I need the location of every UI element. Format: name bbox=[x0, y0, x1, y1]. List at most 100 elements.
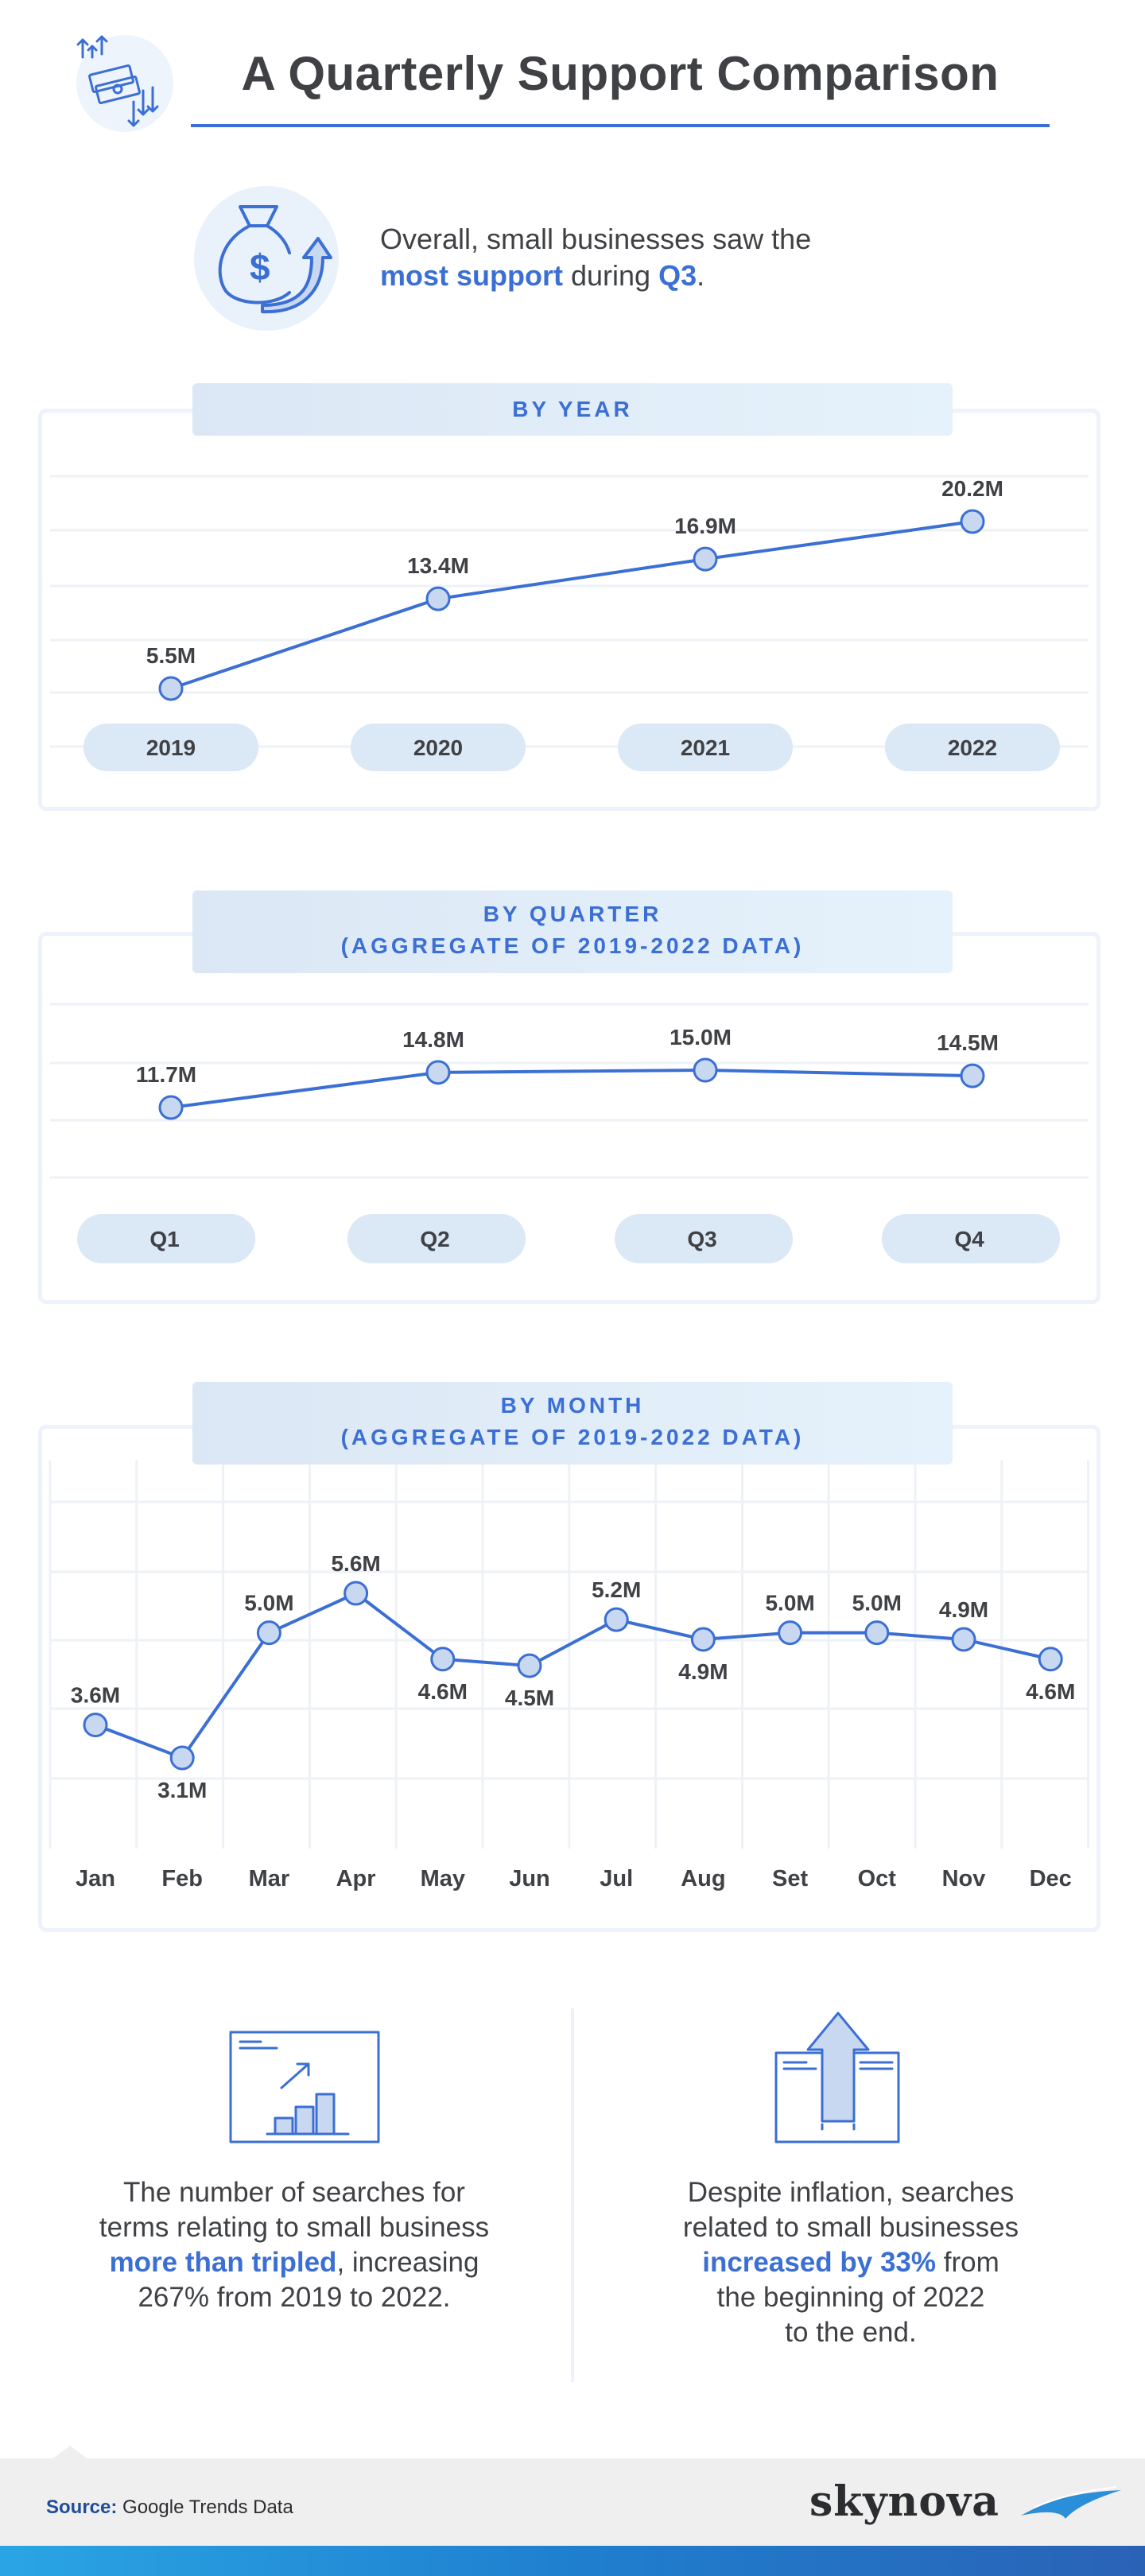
month-value-label: 5.6M bbox=[331, 1551, 380, 1576]
quarter-point-Q3 bbox=[693, 1057, 718, 1083]
money-exchange-icon bbox=[76, 35, 173, 132]
quarter-point-Q4 bbox=[960, 1063, 985, 1088]
intro-connector: during bbox=[563, 259, 659, 292]
stats-divider bbox=[571, 2008, 574, 2382]
year-value-label: 16.9M bbox=[674, 514, 736, 538]
quarter-chart-panel: 11.7M Q1 14.8M Q2 15.0M Q3 14.5M Q4 bbox=[38, 932, 1100, 1304]
stat-tripled-line4: 267% from 2019 to 2022. bbox=[138, 2282, 451, 2313]
stat-tripled-highlight: more than tripled bbox=[109, 2247, 337, 2278]
stat-increase-highlight: increased by 33% bbox=[702, 2247, 937, 2278]
month-value-label: 4.9M bbox=[678, 1659, 728, 1684]
stat-increase-line1: Despite inflation, searches bbox=[687, 2177, 1015, 2208]
month-value-label: 4.9M bbox=[939, 1597, 988, 1622]
quarter-chart-header: BY QUARTER (AGGREGATE OF 2019-2022 DATA) bbox=[192, 890, 953, 973]
quarter-pill bbox=[77, 1214, 255, 1263]
quarter-value-label: 15.0M bbox=[670, 1025, 732, 1049]
year-pill bbox=[351, 724, 526, 771]
year-point-2019 bbox=[158, 676, 184, 701]
stat-tripled: The number of searches for terms relatin… bbox=[48, 2175, 541, 2315]
month-point-Jun bbox=[517, 1653, 542, 1678]
month-chart-header: BY MONTH (AGGREGATE OF 2019-2022 DATA) bbox=[192, 1382, 953, 1465]
month-tick-label: Set bbox=[772, 1866, 808, 1891]
year-tick-label: 2021 bbox=[681, 735, 730, 760]
money-bag-growth-icon: $ bbox=[194, 186, 339, 331]
month-point-Mar bbox=[256, 1620, 281, 1646]
wave-swoosh-icon bbox=[1019, 2484, 1123, 2524]
month-value-label: 5.0M bbox=[244, 1591, 293, 1616]
month-tick-label: Jan bbox=[76, 1866, 115, 1891]
month-point-Dec bbox=[1038, 1647, 1063, 1672]
month-tick-label: Dec bbox=[1030, 1866, 1072, 1891]
month-value-label: 5.2M bbox=[592, 1577, 641, 1602]
footer bbox=[0, 2458, 1145, 2546]
growth-chart-icon bbox=[229, 2031, 382, 2149]
source-note: Source: Google Trends Data bbox=[46, 2496, 293, 2519]
year-tick-label: 2022 bbox=[948, 735, 997, 760]
year-chart: 5.5M 2019 13.4M 2020 16.9M 2021 20.2M 2022 bbox=[50, 475, 1089, 771]
stat-increase-line5: to the end. bbox=[785, 2317, 917, 2348]
year-chart-title: BY YEAR bbox=[512, 397, 633, 421]
stat-tripled-line3-end: , increasing bbox=[336, 2247, 479, 2278]
quarter-chart-title: BY QUARTER bbox=[483, 902, 662, 926]
page-title: A Quarterly Support Comparison bbox=[241, 47, 999, 100]
quarter-value-label: 14.8M bbox=[402, 1027, 464, 1052]
quarter-tick-label: Q3 bbox=[687, 1227, 716, 1251]
year-value-label: 5.5M bbox=[146, 643, 196, 668]
month-value-label: 3.6M bbox=[71, 1683, 120, 1708]
month-point-Jul bbox=[604, 1607, 629, 1632]
month-tick-label: Mar bbox=[249, 1866, 290, 1891]
stat-tripled-line2: terms relating to small business bbox=[99, 2212, 490, 2243]
month-value-label: 5.0M bbox=[852, 1591, 902, 1616]
month-point-Jan bbox=[83, 1713, 108, 1738]
intro-statement: Overall, small businesses saw the most s… bbox=[380, 221, 889, 294]
year-pill bbox=[83, 724, 258, 771]
upward-arrow-window-icon bbox=[773, 2010, 902, 2149]
year-chart-header: BY YEAR bbox=[192, 383, 953, 436]
year-value-label: 20.2M bbox=[941, 476, 1003, 501]
intro-highlight: most support bbox=[380, 259, 563, 292]
stat-tripled-line1: The number of searches for bbox=[123, 2177, 465, 2208]
intro-period: . bbox=[697, 259, 705, 292]
quarter-series-line bbox=[170, 1068, 973, 1109]
month-series-line bbox=[95, 1591, 1051, 1760]
quarter-pill bbox=[347, 1214, 526, 1263]
year-point-2021 bbox=[693, 546, 718, 572]
year-pill bbox=[618, 724, 793, 771]
month-chart-panel: 3.6M Jan 3.1M Feb 5.0M Mar 5.6M Apr 4.6M May 4.5M J… bbox=[38, 1425, 1100, 1932]
stat-increase-line2: related to small businesses bbox=[682, 2212, 1019, 2243]
year-tick-label: 2020 bbox=[413, 735, 463, 760]
stat-increase-line4: the beginning of 2022 bbox=[716, 2282, 985, 2313]
quarter-value-label: 11.7M bbox=[136, 1062, 196, 1087]
quarter-pill bbox=[615, 1214, 793, 1263]
quarter-value-label: 14.5M bbox=[937, 1030, 999, 1055]
month-tick-label: Apr bbox=[336, 1866, 376, 1891]
quarter-tick-label: Q1 bbox=[149, 1227, 179, 1251]
month-chart: 3.6M Jan 3.1M Feb 5.0M Mar 5.6M Apr 4.6M May 4.5M J… bbox=[49, 1461, 1090, 1891]
title-underline bbox=[191, 124, 1050, 127]
month-value-label: 4.5M bbox=[505, 1686, 554, 1710]
quarter-pill bbox=[882, 1214, 1060, 1263]
month-value-label: 5.0M bbox=[765, 1591, 814, 1616]
quarter-tick-label: Q2 bbox=[420, 1227, 449, 1251]
svg-text:$: $ bbox=[250, 246, 270, 288]
intro-quarter: Q3 bbox=[658, 259, 697, 292]
month-value-label: 4.6M bbox=[418, 1679, 468, 1704]
quarter-point-Q1 bbox=[158, 1095, 184, 1120]
quarter-tick-label: Q4 bbox=[954, 1227, 984, 1251]
month-value-label: 4.6M bbox=[1026, 1679, 1075, 1704]
year-value-label: 13.4M bbox=[407, 553, 469, 578]
brand-logo: skynova bbox=[809, 2477, 999, 2526]
stat-increase-line3-end: from bbox=[936, 2247, 999, 2278]
source-text: Google Trends Data bbox=[117, 2496, 293, 2518]
month-tick-label: Nov bbox=[942, 1866, 986, 1891]
month-point-Set bbox=[778, 1620, 803, 1646]
stat-tripled-line3: more than tripled, increasing bbox=[48, 2245, 541, 2280]
month-point-Aug bbox=[690, 1627, 716, 1652]
intro-line1: Overall, small businesses saw the bbox=[380, 223, 812, 255]
month-point-Apr bbox=[344, 1581, 369, 1606]
month-chart-title: BY MONTH bbox=[500, 1393, 645, 1418]
footer-notch bbox=[51, 2446, 89, 2460]
month-point-Feb bbox=[169, 1745, 195, 1771]
year-point-2022 bbox=[960, 509, 985, 534]
month-chart-subtitle: (AGGREGATE OF 2019-2022 DATA) bbox=[340, 1425, 805, 1449]
